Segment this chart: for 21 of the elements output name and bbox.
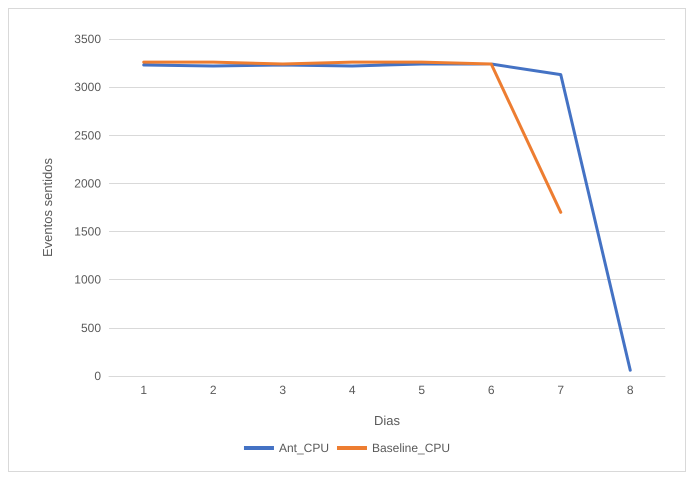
y-tick-label: 2000 <box>74 176 102 190</box>
x-tick-label: 6 <box>488 383 495 397</box>
y-tick-label: 500 <box>80 320 102 335</box>
x-tick-label: 8 <box>626 383 634 397</box>
y-tick-label: 3500 <box>74 32 102 46</box>
y-tick-label: 2500 <box>74 128 102 142</box>
y-tick-label: 1500 <box>74 224 102 239</box>
y-axis-title: Eventos sentidos <box>40 158 55 258</box>
legend-label: Baseline_CPU <box>372 441 450 455</box>
x-tick-label: 1 <box>140 383 148 397</box>
y-tick-label: 3000 <box>74 80 102 94</box>
legend-label: Ant_CPU <box>278 441 329 455</box>
y-tick-label: 0 <box>94 369 102 383</box>
x-tick-label: 3 <box>279 383 286 397</box>
x-tick-label: 5 <box>418 383 426 397</box>
x-tick-label: 4 <box>348 383 356 397</box>
line-series <box>142 62 632 372</box>
x-axis-title: Dias <box>374 413 400 428</box>
y-tick-label: 1000 <box>74 272 102 287</box>
x-tick-label: 7 <box>557 383 564 397</box>
x-tick-label: 2 <box>210 383 217 397</box>
